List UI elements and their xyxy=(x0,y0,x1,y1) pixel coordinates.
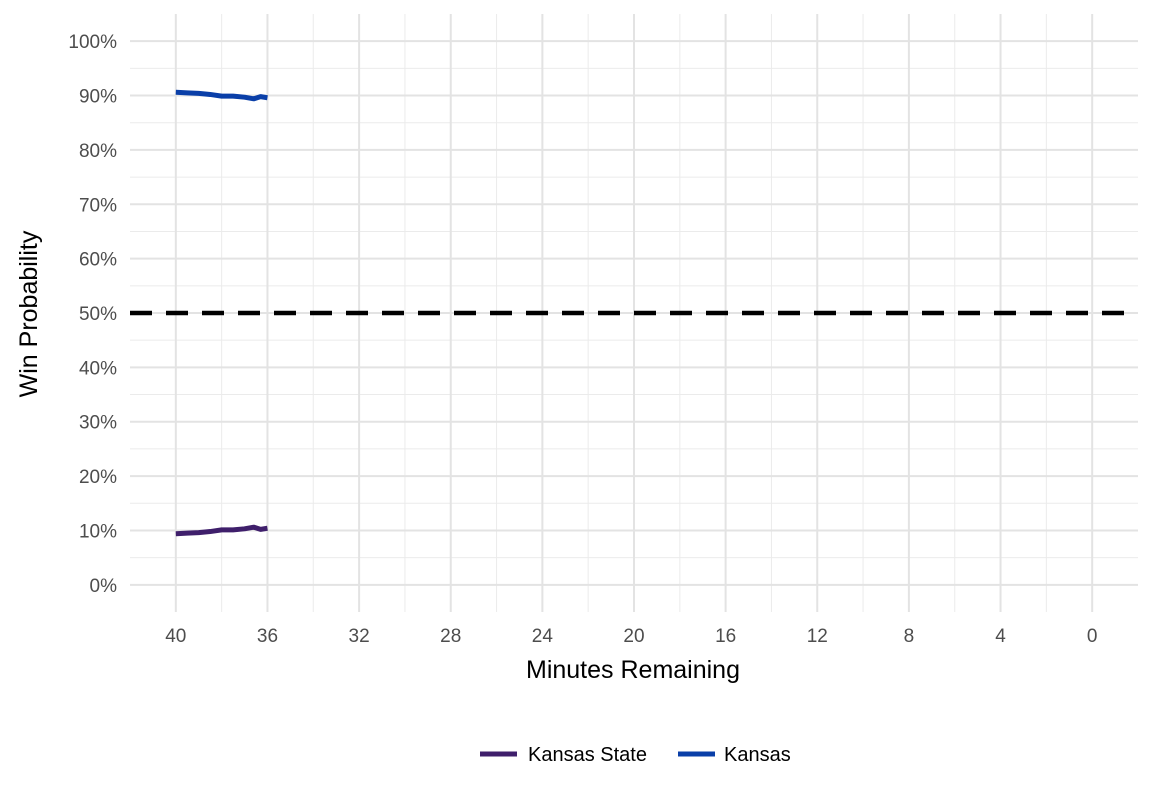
x-tick-label: 28 xyxy=(440,626,461,647)
x-tick-label: 8 xyxy=(904,626,915,647)
x-axis-title: Minutes Remaining xyxy=(526,656,740,684)
legend: Kansas State Kansas xyxy=(480,744,791,766)
y-tick-label: 20% xyxy=(79,467,117,488)
series-line-kansas xyxy=(175,89,268,102)
x-axis-ticks: 40 36 32 28 24 20 16 12 8 4 0 xyxy=(165,626,1097,647)
y-tick-label: 90% xyxy=(79,87,117,108)
x-tick-label: 36 xyxy=(257,626,278,647)
x-tick-label: 20 xyxy=(623,626,644,647)
y-tick-label: 0% xyxy=(90,576,118,597)
y-axis-title: Win Probability xyxy=(15,230,43,397)
y-tick-label: 50% xyxy=(79,304,117,325)
y-tick-label: 100% xyxy=(68,32,117,53)
y-tick-label: 80% xyxy=(79,141,117,162)
y-tick-label: 30% xyxy=(79,413,117,434)
x-tick-label: 16 xyxy=(715,626,736,647)
x-tick-label: 24 xyxy=(532,626,554,647)
legend-label-kansas: Kansas xyxy=(724,744,791,766)
x-tick-label: 12 xyxy=(807,626,828,647)
y-tick-label: 60% xyxy=(79,250,117,271)
x-tick-label: 32 xyxy=(349,626,370,647)
legend-label-kansas-state: Kansas State xyxy=(528,744,647,766)
x-tick-label: 40 xyxy=(165,626,186,647)
series-layer xyxy=(175,89,268,537)
x-tick-label: 0 xyxy=(1087,626,1098,647)
y-tick-label: 10% xyxy=(79,521,117,542)
x-tick-label: 4 xyxy=(995,626,1006,647)
y-tick-label: 70% xyxy=(79,195,117,216)
series-line-kansas-state xyxy=(175,524,268,537)
y-axis-ticks: 0% 10% 20% 30% 40% 50% 60% 70% 80% 90% 100% xyxy=(68,32,117,597)
y-tick-label: 40% xyxy=(79,358,117,379)
